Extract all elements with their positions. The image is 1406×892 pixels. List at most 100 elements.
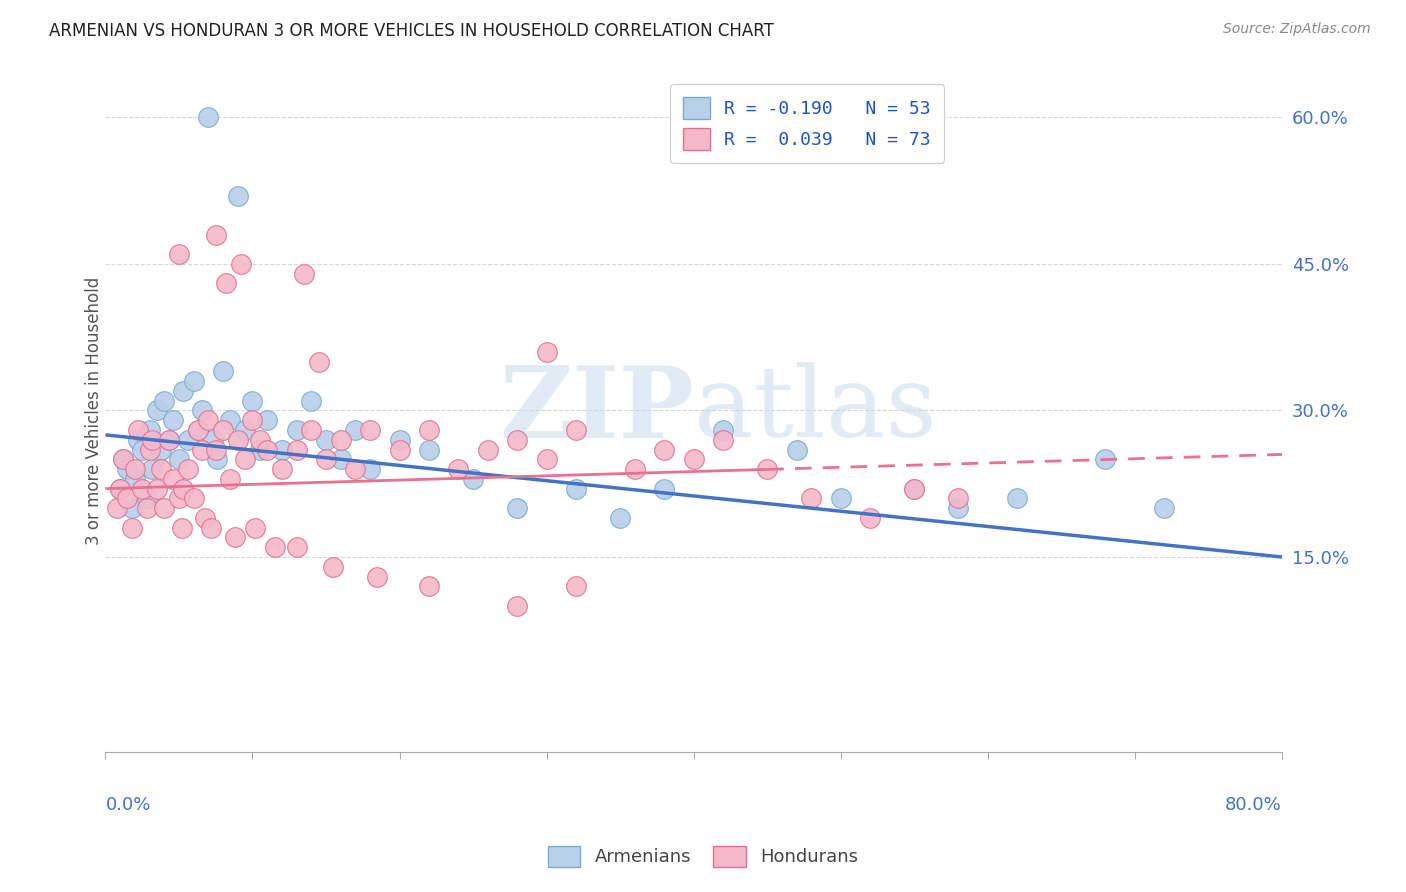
Point	[187, 423, 209, 437]
Point	[194, 511, 217, 525]
Point	[388, 442, 411, 457]
Point	[786, 442, 808, 457]
Point	[322, 559, 344, 574]
Point	[141, 433, 163, 447]
Point	[245, 521, 267, 535]
Point	[146, 482, 169, 496]
Point	[565, 482, 588, 496]
Point	[127, 423, 149, 437]
Point	[226, 188, 249, 202]
Text: atlas: atlas	[693, 362, 936, 458]
Point	[359, 423, 381, 437]
Point	[270, 442, 292, 457]
Point	[652, 482, 675, 496]
Point	[167, 491, 190, 506]
Point	[105, 501, 128, 516]
Point	[903, 482, 925, 496]
Point	[270, 462, 292, 476]
Text: ZIP: ZIP	[499, 362, 693, 459]
Point	[233, 423, 256, 437]
Point	[153, 501, 176, 516]
Point	[315, 433, 337, 447]
Point	[124, 472, 146, 486]
Point	[197, 413, 219, 427]
Point	[131, 442, 153, 457]
Point	[135, 501, 157, 516]
Point	[112, 452, 135, 467]
Point	[315, 452, 337, 467]
Point	[263, 540, 285, 554]
Point	[256, 442, 278, 457]
Point	[536, 344, 558, 359]
Point	[200, 521, 222, 535]
Point	[800, 491, 823, 506]
Point	[162, 472, 184, 486]
Point	[131, 482, 153, 496]
Text: 80.0%: 80.0%	[1225, 797, 1282, 814]
Point	[477, 442, 499, 457]
Point	[418, 442, 440, 457]
Point	[506, 599, 529, 613]
Point	[191, 442, 214, 457]
Point	[167, 452, 190, 467]
Point	[183, 491, 205, 506]
Point	[121, 501, 143, 516]
Point	[170, 521, 193, 535]
Point	[652, 442, 675, 457]
Point	[108, 482, 131, 496]
Point	[172, 384, 194, 398]
Point	[292, 267, 315, 281]
Point	[242, 413, 264, 427]
Point	[366, 569, 388, 583]
Point	[830, 491, 852, 506]
Point	[285, 442, 308, 457]
Point	[565, 423, 588, 437]
Point	[1007, 491, 1029, 506]
Point	[219, 413, 242, 427]
Text: 0.0%: 0.0%	[105, 797, 150, 814]
Point	[191, 403, 214, 417]
Point	[204, 227, 226, 242]
Point	[226, 433, 249, 447]
Point	[215, 277, 238, 291]
Point	[146, 403, 169, 417]
Point	[201, 433, 224, 447]
Point	[117, 491, 139, 506]
Point	[224, 531, 246, 545]
Point	[172, 482, 194, 496]
Point	[242, 393, 264, 408]
Point	[150, 442, 173, 457]
Point	[344, 462, 367, 476]
Point	[183, 374, 205, 388]
Point	[299, 423, 322, 437]
Point	[212, 423, 235, 437]
Point	[624, 462, 647, 476]
Point	[141, 462, 163, 476]
Text: ARMENIAN VS HONDURAN 3 OR MORE VEHICLES IN HOUSEHOLD CORRELATION CHART: ARMENIAN VS HONDURAN 3 OR MORE VEHICLES …	[49, 22, 775, 40]
Point	[135, 491, 157, 506]
Point	[344, 423, 367, 437]
Point	[249, 433, 271, 447]
Point	[162, 413, 184, 427]
Point	[187, 423, 209, 437]
Point	[447, 462, 470, 476]
Point	[711, 433, 734, 447]
Point	[308, 354, 330, 368]
Point	[177, 433, 200, 447]
Point	[418, 423, 440, 437]
Point	[212, 364, 235, 378]
Point	[249, 442, 271, 457]
Point	[506, 501, 529, 516]
Point	[138, 423, 160, 437]
Text: Source: ZipAtlas.com: Source: ZipAtlas.com	[1223, 22, 1371, 37]
Point	[506, 433, 529, 447]
Point	[233, 452, 256, 467]
Point	[536, 452, 558, 467]
Point	[609, 511, 631, 525]
Point	[859, 511, 882, 525]
Point	[948, 491, 970, 506]
Point	[756, 462, 779, 476]
Point	[418, 579, 440, 593]
Point	[256, 413, 278, 427]
Point	[112, 452, 135, 467]
